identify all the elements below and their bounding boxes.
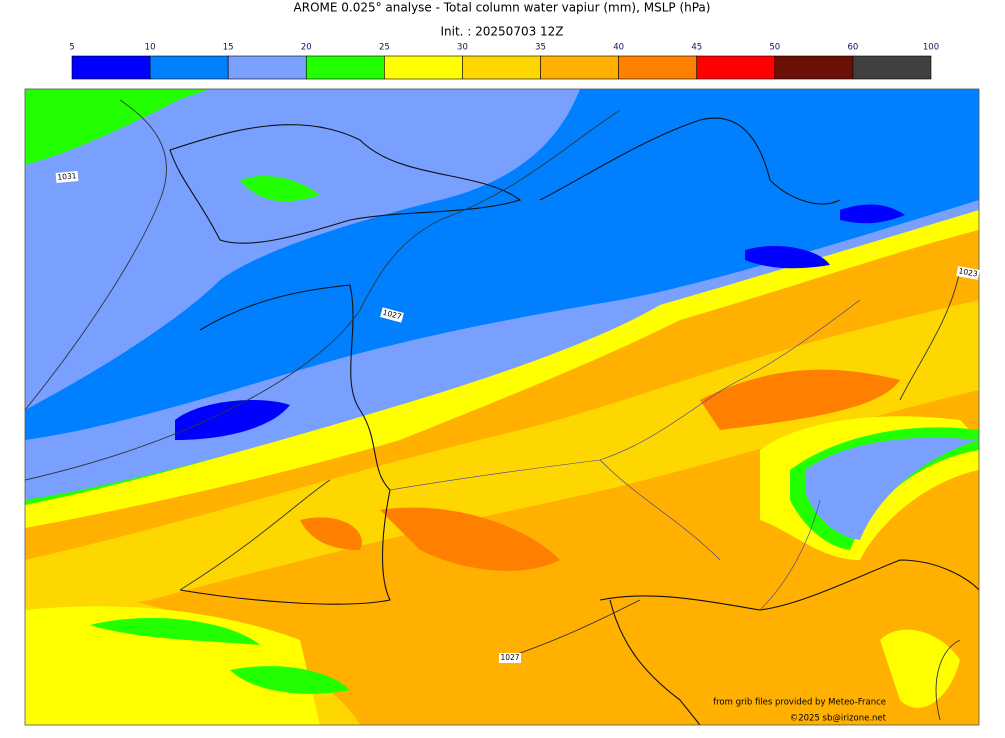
colorbar-segment <box>384 55 463 80</box>
colorbar-tick-label: 15 <box>223 43 234 53</box>
colorbar: 5 10 15 20 25 30 35 40 45 50 60 100 <box>69 43 939 80</box>
colorbar-tick-label: 100 <box>923 43 939 53</box>
colorbar-segment <box>852 55 932 80</box>
colorbar-tick-label: 25 <box>379 43 390 53</box>
colorbar-tick-label: 60 <box>847 43 858 53</box>
colorbar-tick-label: 45 <box>691 43 702 53</box>
colorbar-tick-label: 30 <box>457 43 468 53</box>
colorbar-segment <box>696 55 776 80</box>
colorbar-tick-label: 35 <box>535 43 546 53</box>
credit-author: ©2025 sb@irizone.net <box>790 714 887 724</box>
isobar-label-box <box>499 653 521 663</box>
colorbar-tick-label: 50 <box>769 43 780 53</box>
credit-source: from grib files provided by Meteo-France <box>713 698 886 708</box>
colorbar-segment <box>71 55 151 80</box>
field-20-25 <box>90 617 350 694</box>
field-25-30 <box>25 606 320 725</box>
colorbar-segment <box>618 55 698 80</box>
field-20-25 <box>240 175 320 202</box>
colorbar-tick-label: 40 <box>613 43 624 53</box>
isobar-label: 1023 <box>956 266 980 280</box>
colorbar-tick-label: 5 <box>69 43 74 53</box>
isobar-label-box <box>55 171 79 183</box>
isobar-label-text: 1031 <box>57 171 77 182</box>
colorbar-segment <box>149 55 229 80</box>
field-10-15 <box>25 89 979 440</box>
field-5-10 <box>175 204 905 440</box>
field-20-25 <box>25 89 200 165</box>
colorbar-segment <box>227 55 307 80</box>
colorbar-tick-label: 20 <box>301 43 312 53</box>
field-25-30 <box>880 629 960 708</box>
isobar-label-text: 1023 <box>958 266 979 278</box>
colorbar-segment <box>462 55 541 80</box>
map-title: AROME 0.025° analyse - Total column wate… <box>294 1 711 15</box>
colorbar-tick-label: 10 <box>145 43 156 53</box>
isobar-label-text: 1027 <box>500 653 519 662</box>
isobar-label-box <box>380 307 404 323</box>
init-time: Init. : 20250703 12Z <box>440 25 563 39</box>
map-frame <box>24 88 980 726</box>
colorbar-segment <box>774 55 854 80</box>
colorbar-segment <box>540 55 619 80</box>
isobar-label-box <box>956 266 980 280</box>
isobar-label: 1027 <box>499 653 521 663</box>
isobar-label: 1031 <box>55 171 79 183</box>
field-40-45 <box>300 369 900 571</box>
map <box>24 88 980 726</box>
isobar-labels: 1031 1027 1023 1027 <box>55 171 980 663</box>
colorbar-segment <box>305 55 385 80</box>
isobar-label: 1027 <box>380 307 404 323</box>
field-15-20 <box>805 437 979 540</box>
